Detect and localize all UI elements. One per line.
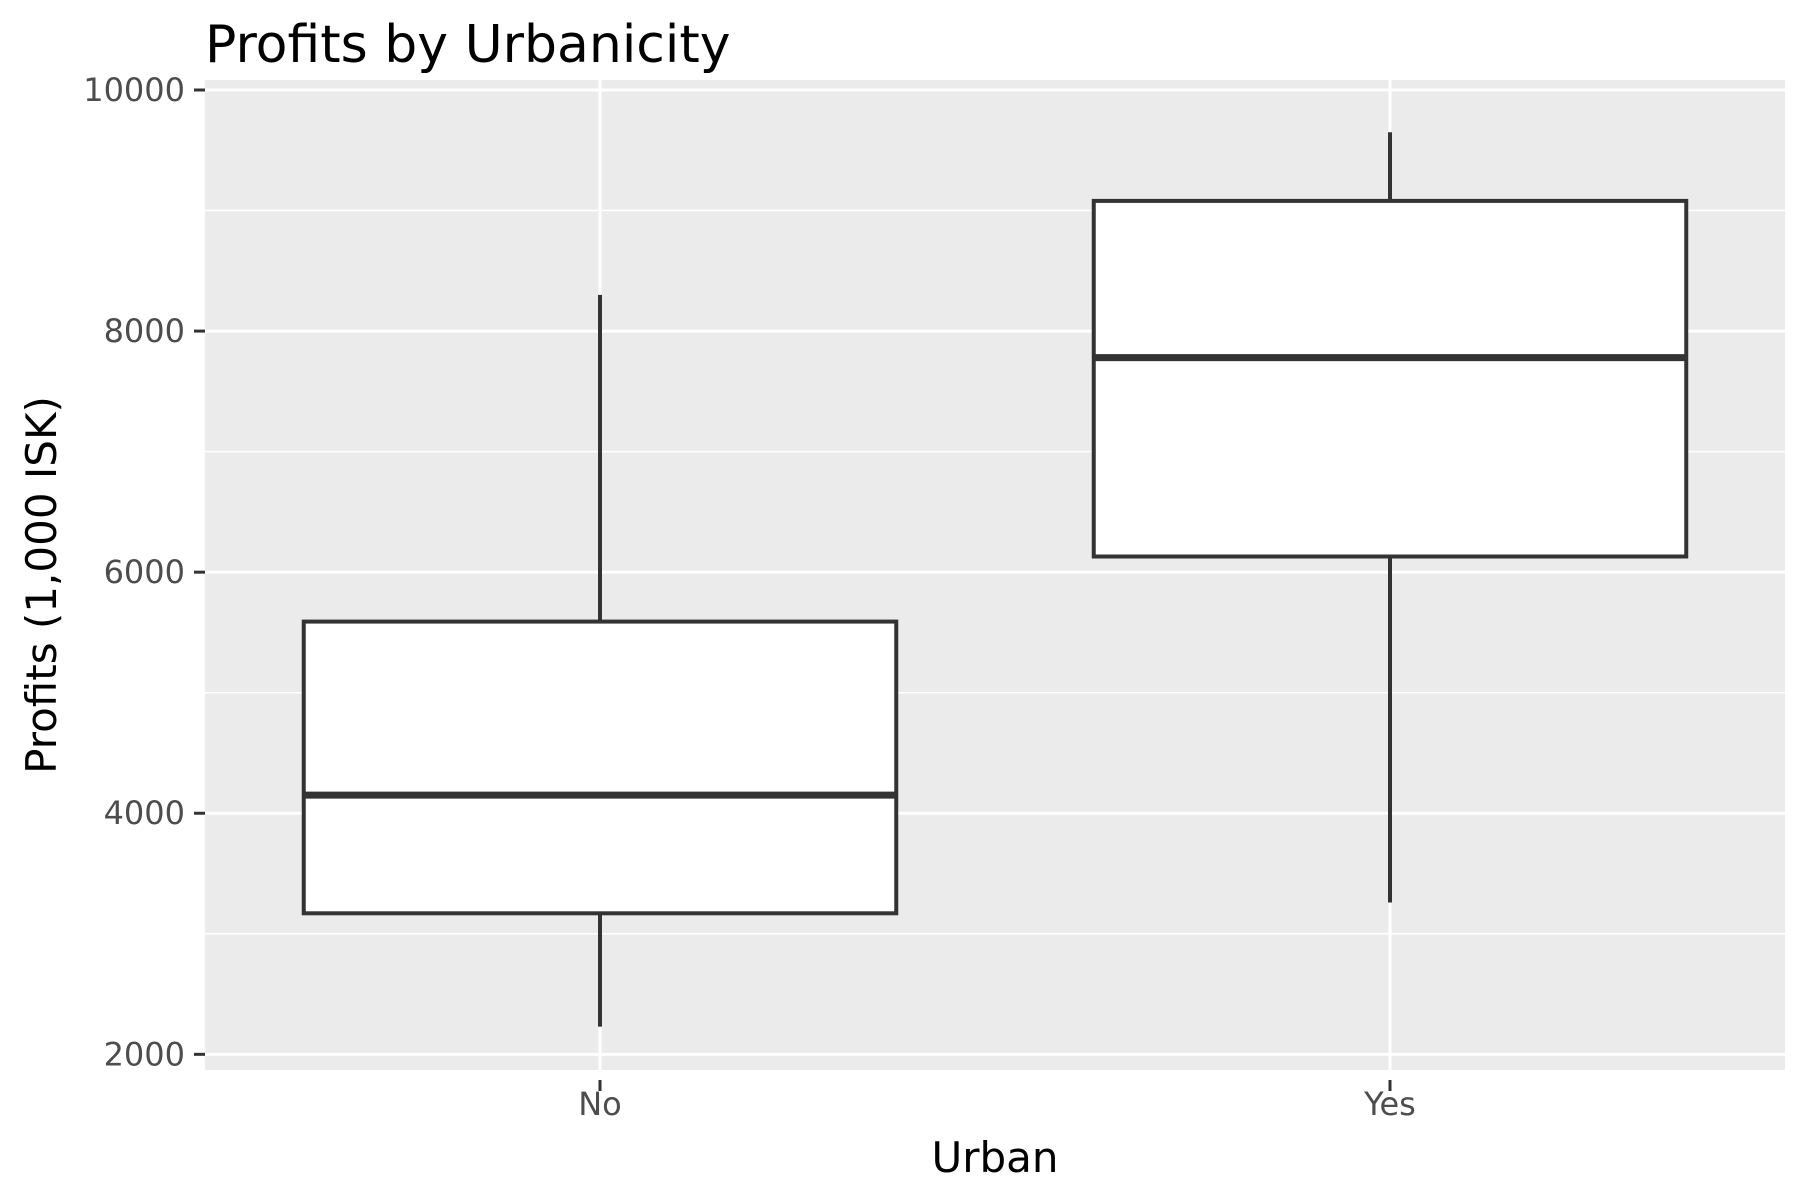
box-yes	[1091, 132, 1689, 903]
box-iqr	[1091, 198, 1689, 559]
y-tick-label: 8000	[104, 312, 185, 350]
x-tick-label: No	[578, 1085, 622, 1123]
x-axis-title: Urban	[931, 1133, 1058, 1182]
y-axis: 2000 4000 6000 8000 10000	[83, 71, 205, 1073]
box-no	[301, 294, 899, 1027]
chart-title: Profits by Urbanicity	[205, 15, 730, 75]
x-axis: No Yes	[578, 1080, 1416, 1123]
y-axis-title: Profits (1,000 ISK)	[17, 396, 66, 774]
y-tick-label: 4000	[104, 794, 185, 832]
y-tick-label: 10000	[83, 71, 185, 109]
y-tick-label: 6000	[104, 553, 185, 591]
y-tick-label: 2000	[104, 1035, 185, 1073]
box-series	[301, 132, 1689, 1027]
box-iqr	[301, 619, 899, 916]
x-tick-label: Yes	[1363, 1085, 1416, 1123]
